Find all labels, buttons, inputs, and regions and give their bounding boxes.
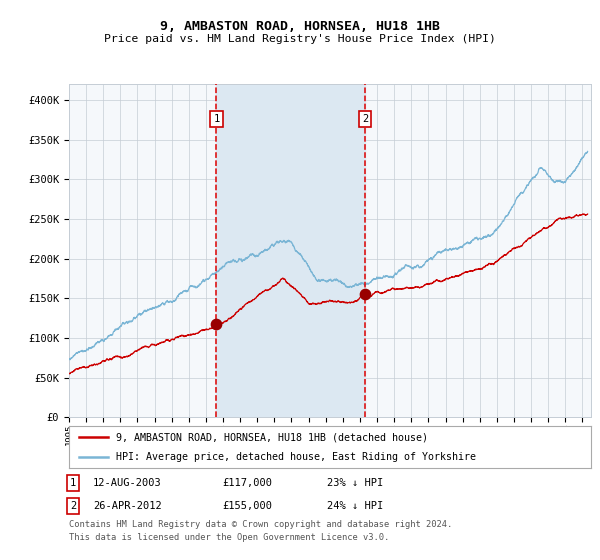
Point <box>361 290 370 298</box>
Text: HPI: Average price, detached house, East Riding of Yorkshire: HPI: Average price, detached house, East… <box>116 452 476 462</box>
Text: £117,000: £117,000 <box>222 478 272 488</box>
Text: 1: 1 <box>70 478 76 488</box>
Point <box>212 320 221 329</box>
Text: 1: 1 <box>214 114 220 124</box>
Text: This data is licensed under the Open Government Licence v3.0.: This data is licensed under the Open Gov… <box>69 533 389 542</box>
Text: 26-APR-2012: 26-APR-2012 <box>93 501 162 511</box>
Text: Contains HM Land Registry data © Crown copyright and database right 2024.: Contains HM Land Registry data © Crown c… <box>69 520 452 529</box>
Text: 2: 2 <box>362 114 368 124</box>
Text: 9, AMBASTON ROAD, HORNSEA, HU18 1HB (detached house): 9, AMBASTON ROAD, HORNSEA, HU18 1HB (det… <box>116 432 428 442</box>
Text: 23% ↓ HPI: 23% ↓ HPI <box>327 478 383 488</box>
Text: 2: 2 <box>70 501 76 511</box>
Text: 24% ↓ HPI: 24% ↓ HPI <box>327 501 383 511</box>
Text: 12-AUG-2003: 12-AUG-2003 <box>93 478 162 488</box>
Text: £155,000: £155,000 <box>222 501 272 511</box>
Text: Price paid vs. HM Land Registry's House Price Index (HPI): Price paid vs. HM Land Registry's House … <box>104 34 496 44</box>
Bar <box>217 84 365 417</box>
Text: 9, AMBASTON ROAD, HORNSEA, HU18 1HB: 9, AMBASTON ROAD, HORNSEA, HU18 1HB <box>160 20 440 32</box>
